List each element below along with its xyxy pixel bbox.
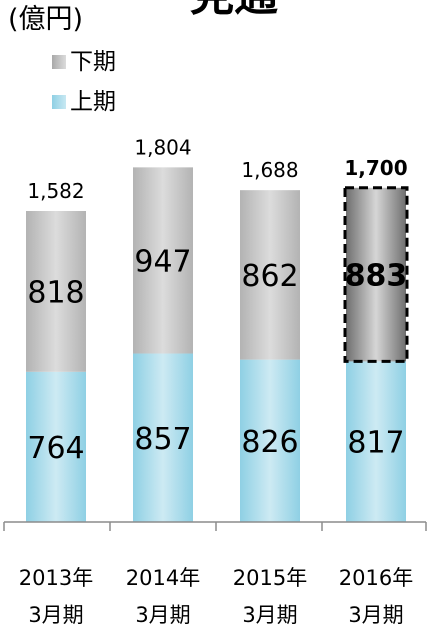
legend-label-lower: 下期 bbox=[70, 48, 116, 75]
bar-second-half-1 bbox=[133, 167, 193, 354]
bar-second-half-3 bbox=[346, 187, 406, 362]
x-tick-label-period-1: 3月期 bbox=[135, 603, 190, 627]
bars-layer bbox=[26, 167, 409, 522]
x-tick-label-year-0: 2013年 bbox=[19, 566, 93, 590]
bar-second-half-2 bbox=[240, 190, 300, 360]
legend-item-upper: 上期 bbox=[52, 82, 116, 122]
data-label-first-half-1: 857 bbox=[134, 422, 191, 457]
bar-first-half-0 bbox=[26, 371, 86, 522]
x-tick-label-year-2: 2015年 bbox=[233, 566, 307, 590]
data-label-second-half-3: 883 bbox=[345, 259, 408, 294]
x-tick-label-year-3: 2016年 bbox=[339, 566, 413, 590]
chart-title-partial: 見通 bbox=[190, 0, 278, 18]
data-label-second-half-0: 818 bbox=[27, 275, 84, 310]
bar-first-half-3 bbox=[346, 361, 406, 522]
legend-item-lower: 下期 bbox=[52, 42, 116, 82]
legend-swatch-lower bbox=[52, 55, 66, 69]
x-tick-label-period-0: 3月期 bbox=[28, 603, 83, 627]
forecast-dashed-outline bbox=[343, 186, 409, 363]
data-label-total-3: 1,700 bbox=[344, 156, 407, 180]
legend-swatch-upper bbox=[52, 95, 66, 109]
data-labels: 764 818 1,582 2013年 3月期 857 947 1,804 2014年 3月期 82… bbox=[19, 135, 413, 627]
data-label-first-half-0: 764 bbox=[27, 431, 84, 466]
legend-label-upper: 上期 bbox=[70, 88, 116, 115]
data-label-second-half-2: 862 bbox=[241, 259, 298, 294]
bar-first-half-1 bbox=[133, 353, 193, 522]
bar-second-half-0 bbox=[26, 211, 86, 372]
legend: 下期 上期 bbox=[52, 42, 116, 122]
x-axis bbox=[3, 521, 427, 531]
unit-label: (億円) bbox=[8, 4, 84, 35]
x-tick-label-year-1: 2014年 bbox=[126, 566, 200, 590]
data-label-second-half-1: 947 bbox=[134, 244, 191, 279]
data-label-total-0: 1,582 bbox=[27, 179, 84, 203]
data-label-total-1: 1,804 bbox=[134, 135, 191, 159]
bar-first-half-2 bbox=[240, 359, 300, 522]
x-tick-label-period-2: 3月期 bbox=[242, 603, 297, 627]
data-label-first-half-3: 817 bbox=[347, 426, 404, 461]
data-label-total-2: 1,688 bbox=[241, 158, 298, 182]
data-label-first-half-2: 826 bbox=[241, 425, 298, 460]
x-tick-label-period-3: 3月期 bbox=[348, 603, 403, 627]
